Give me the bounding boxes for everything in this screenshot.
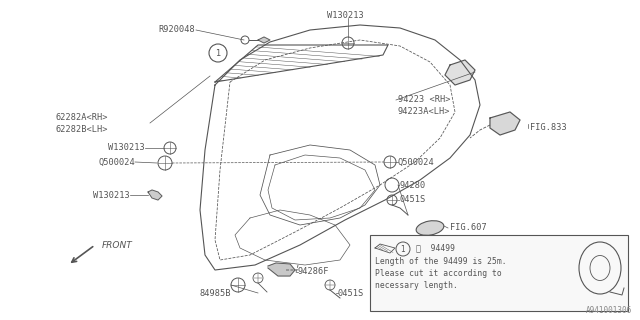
Polygon shape bbox=[148, 190, 162, 200]
Polygon shape bbox=[445, 60, 475, 85]
Text: 0451S: 0451S bbox=[338, 289, 364, 298]
Text: 1: 1 bbox=[401, 244, 405, 253]
Text: necessary length.: necessary length. bbox=[375, 281, 458, 290]
Text: 94223 <RH>: 94223 <RH> bbox=[398, 95, 451, 105]
Text: Please cut it according to: Please cut it according to bbox=[375, 268, 502, 277]
Polygon shape bbox=[258, 37, 270, 43]
Text: W130213: W130213 bbox=[108, 143, 145, 153]
Text: FRONT: FRONT bbox=[102, 242, 132, 251]
Text: ①  94499: ① 94499 bbox=[416, 244, 455, 252]
Text: 62282A<RH>: 62282A<RH> bbox=[55, 114, 108, 123]
Text: 94223A<LH>: 94223A<LH> bbox=[398, 108, 451, 116]
Polygon shape bbox=[268, 263, 295, 276]
FancyBboxPatch shape bbox=[370, 235, 628, 311]
Text: 84985B: 84985B bbox=[200, 289, 232, 298]
Text: W130213: W130213 bbox=[326, 11, 364, 20]
Text: R920048: R920048 bbox=[158, 26, 195, 35]
Text: W130213: W130213 bbox=[93, 190, 130, 199]
Text: 0451S: 0451S bbox=[400, 196, 426, 204]
Text: 1: 1 bbox=[216, 49, 221, 58]
Text: FIG.833: FIG.833 bbox=[530, 124, 567, 132]
Text: 62282B<LH>: 62282B<LH> bbox=[55, 124, 108, 133]
Text: Q500024: Q500024 bbox=[398, 157, 435, 166]
Ellipse shape bbox=[416, 221, 444, 235]
Polygon shape bbox=[490, 112, 520, 135]
Text: 94280: 94280 bbox=[400, 180, 426, 189]
Text: Q500024: Q500024 bbox=[99, 157, 135, 166]
Text: FIG.607: FIG.607 bbox=[450, 223, 487, 233]
Text: Length of the 94499 is 25m.: Length of the 94499 is 25m. bbox=[375, 257, 507, 266]
Text: 94286F: 94286F bbox=[298, 268, 330, 276]
Text: A941001306: A941001306 bbox=[586, 306, 632, 315]
